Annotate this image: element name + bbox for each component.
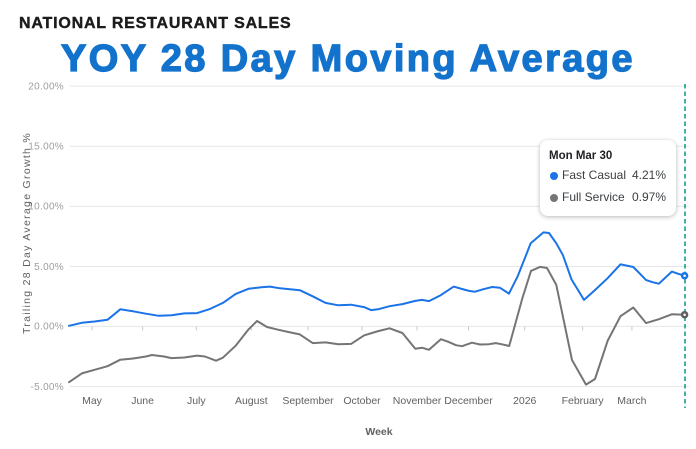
svg-text:July: July [187, 395, 206, 407]
svg-text:February: February [562, 395, 605, 407]
svg-text:-5.00%: -5.00% [31, 382, 65, 393]
svg-text:5.00%: 5.00% [34, 262, 64, 273]
svg-text:October: October [343, 395, 381, 407]
svg-text:Week: Week [365, 426, 392, 438]
svg-text:0.00%: 0.00% [34, 322, 64, 333]
svg-text:15.00%: 15.00% [28, 142, 64, 153]
svg-text:August: August [235, 395, 268, 407]
svg-text:March: March [617, 395, 646, 407]
svg-text:May: May [82, 395, 103, 407]
svg-text:June: June [131, 395, 154, 407]
svg-text:November: November [393, 395, 442, 407]
svg-text:20.00%: 20.00% [28, 81, 64, 92]
svg-text:September: September [282, 395, 334, 407]
svg-text:December: December [444, 395, 493, 407]
svg-text:10.00%: 10.00% [28, 202, 64, 213]
svg-text:2026: 2026 [513, 395, 537, 407]
svg-text:Trailing 28 Day Average Growth: Trailing 28 Day Average Growth % [21, 132, 33, 334]
